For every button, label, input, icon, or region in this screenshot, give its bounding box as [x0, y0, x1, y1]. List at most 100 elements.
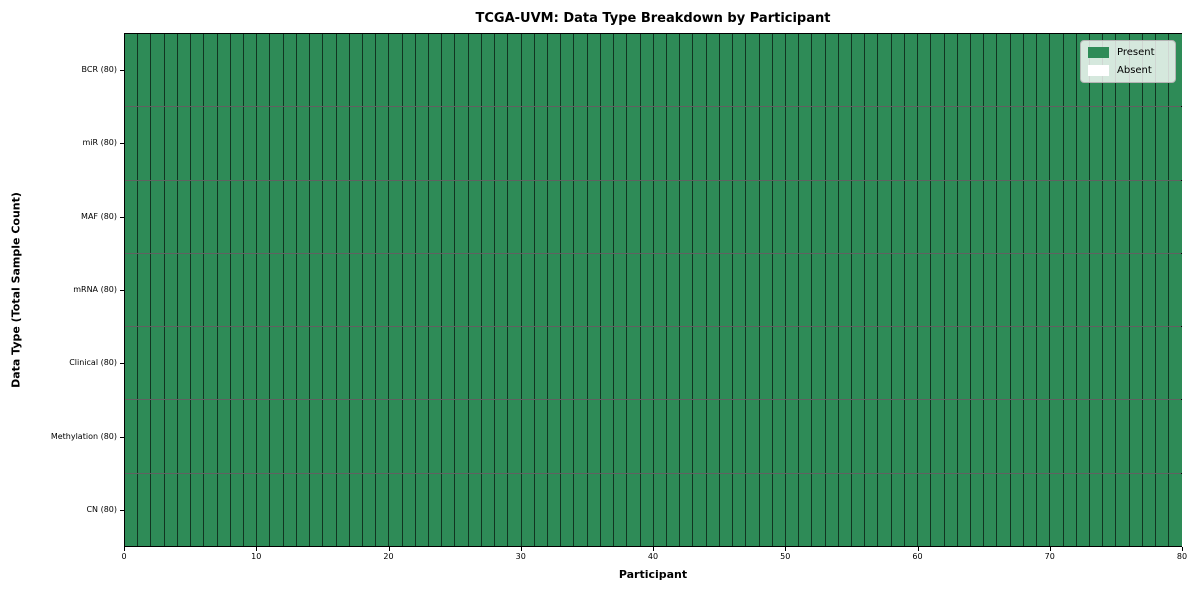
heatmap-cell	[1009, 327, 1023, 400]
heatmap-cell	[705, 180, 719, 253]
heatmap-cell	[983, 473, 997, 546]
heatmap-cell	[428, 400, 442, 473]
heatmap-cell	[626, 253, 640, 327]
heatmap-cell	[824, 180, 838, 253]
heatmap-cell	[361, 180, 376, 253]
heatmap-cell	[1102, 473, 1116, 546]
heatmap-cell	[1155, 253, 1169, 327]
heatmap-cell	[1036, 34, 1050, 107]
heatmap-cell	[599, 253, 614, 327]
heatmap-cell	[547, 180, 561, 253]
heatmap-cell	[745, 180, 759, 253]
heatmap-cell	[150, 473, 164, 546]
heatmap-cell	[229, 253, 243, 327]
heatmap-cell	[1128, 180, 1142, 253]
x-tick-label: 50	[780, 552, 791, 561]
heatmap-cell	[414, 34, 429, 107]
heatmap-cell	[1128, 327, 1142, 400]
heatmap-cell	[242, 180, 257, 253]
heatmap-cell	[705, 400, 719, 473]
heatmap-cell	[626, 34, 640, 107]
heatmap-cell	[679, 400, 693, 473]
heatmap-cell	[573, 400, 587, 473]
heatmap-cell	[652, 34, 666, 107]
heatmap-cell	[692, 253, 706, 327]
heatmap-cell	[1168, 327, 1182, 400]
heatmap-cell	[1062, 253, 1076, 327]
heatmap-cell	[613, 180, 627, 253]
y-tick-label: MAF (80)	[81, 211, 117, 221]
heatmap-cell	[163, 473, 177, 546]
heatmap-cell	[1009, 400, 1023, 473]
heatmap-cell	[428, 473, 442, 546]
heatmap-cell	[560, 34, 574, 107]
heatmap-cell	[798, 107, 812, 180]
heatmap-cell	[1009, 473, 1023, 546]
heatmap-cell	[917, 34, 931, 107]
heatmap-cell	[176, 107, 191, 180]
heatmap-cell	[322, 107, 336, 180]
heatmap-cell	[732, 327, 746, 400]
heatmap-cell	[163, 327, 177, 400]
heatmap-cell	[520, 327, 534, 400]
heatmap-cell	[877, 180, 891, 253]
heatmap-cell	[190, 253, 204, 327]
heatmap-cell	[335, 400, 349, 473]
heatmap-cell	[903, 107, 918, 180]
heatmap-cell	[295, 180, 310, 253]
heatmap-cell	[864, 253, 878, 327]
heatmap-cell	[771, 400, 785, 473]
heatmap-cell	[718, 400, 733, 473]
heatmap-cell	[216, 34, 230, 107]
heatmap-cell	[1102, 107, 1116, 180]
heatmap-cell	[784, 34, 799, 107]
heatmap-cell	[851, 253, 865, 327]
heatmap-cell	[745, 107, 759, 180]
heatmap-cell	[256, 180, 270, 253]
heatmap-cell	[626, 473, 640, 546]
heatmap-cell	[930, 473, 944, 546]
heatmap-cell	[1155, 400, 1169, 473]
heatmap-cell	[467, 253, 481, 327]
heatmap-cell	[229, 107, 243, 180]
heatmap-cell	[758, 180, 772, 253]
heatmap-cell	[811, 400, 825, 473]
heatmap-cell	[507, 400, 521, 473]
heatmap-cell	[282, 400, 296, 473]
heatmap-cell	[282, 253, 296, 327]
heatmap-cell	[507, 180, 521, 253]
heatmap-cell	[454, 327, 468, 400]
heatmap-cell	[533, 473, 547, 546]
heatmap-cell	[679, 34, 693, 107]
heatmap-cell	[679, 473, 693, 546]
heatmap-cell	[599, 473, 614, 546]
heatmap-cell	[983, 107, 997, 180]
heatmap-cell	[1128, 107, 1142, 180]
heatmap-cell	[335, 253, 349, 327]
heatmap-cell	[348, 473, 362, 546]
heatmap-cell	[1102, 400, 1116, 473]
heatmap-cell	[798, 473, 812, 546]
heatmap-cell	[414, 400, 429, 473]
heatmap-cell	[613, 34, 627, 107]
heatmap-cell	[256, 400, 270, 473]
heatmap-cell	[229, 400, 243, 473]
heatmap-cell	[1049, 180, 1063, 253]
heatmap-cell	[507, 473, 521, 546]
heatmap-cell	[480, 327, 495, 400]
heatmap-cell	[639, 180, 653, 253]
heatmap-cell	[573, 180, 587, 253]
heatmap-cell	[970, 180, 984, 253]
heatmap-cell	[705, 327, 719, 400]
heatmap-cell	[586, 400, 600, 473]
heatmap-cell	[758, 473, 772, 546]
heatmap-cell	[652, 180, 666, 253]
heatmap-cell	[348, 180, 362, 253]
heatmap-cell	[242, 107, 257, 180]
heatmap-cell	[665, 107, 680, 180]
heatmap-cell	[1022, 253, 1037, 327]
legend-swatch	[1088, 47, 1109, 58]
heatmap-cell	[1088, 107, 1103, 180]
heatmap-cell	[242, 327, 257, 400]
